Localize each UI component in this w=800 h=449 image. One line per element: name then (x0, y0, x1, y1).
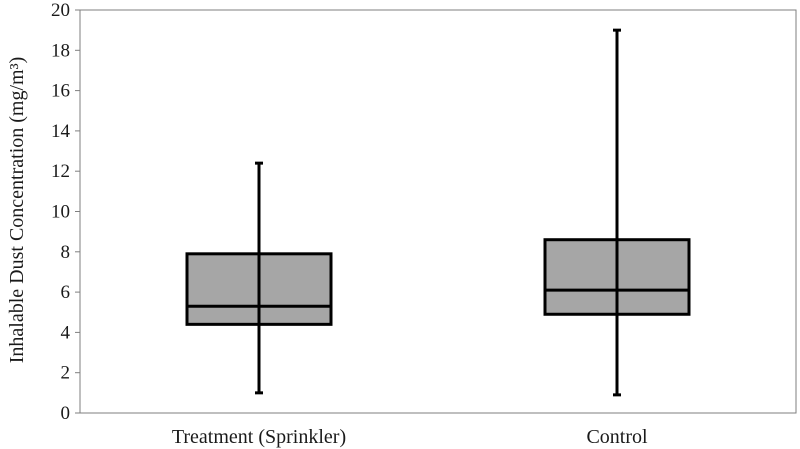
y-tick-label: 16 (51, 81, 70, 102)
y-tick-label: 4 (61, 322, 71, 343)
y-tick-label: 8 (61, 242, 71, 263)
y-tick-label: 12 (51, 161, 70, 182)
box-group (185, 161, 333, 395)
x-category-label: Control (586, 426, 648, 448)
y-axis-title: Inhalable Dust Concentration (mg/m³) (6, 57, 28, 363)
y-tick-label: 10 (51, 202, 70, 223)
plot-area-border (79, 9, 797, 414)
y-tick-label: 18 (51, 40, 70, 61)
y-tick-label: 0 (61, 403, 71, 424)
y-tick-label: 20 (51, 0, 70, 21)
box-group (543, 28, 691, 397)
y-tick-label: 14 (51, 121, 71, 142)
y-tick-label: 2 (61, 363, 71, 384)
x-category-label: Treatment (Sprinkler) (172, 426, 346, 448)
y-tick-label: 6 (61, 282, 71, 303)
